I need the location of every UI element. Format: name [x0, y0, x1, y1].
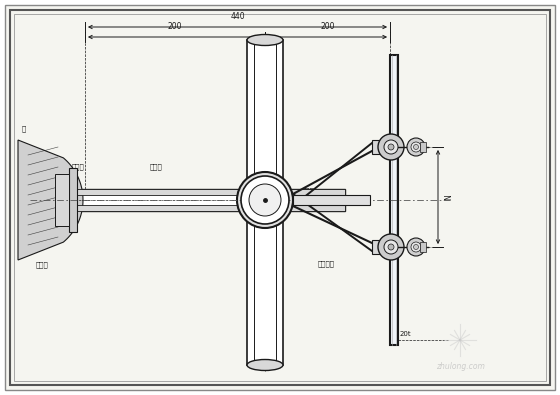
Circle shape: [241, 176, 289, 224]
Bar: [55, 174, 69, 226]
Text: 440: 440: [230, 12, 245, 21]
Bar: [420, 242, 426, 252]
Bar: [55, 205, 345, 211]
Bar: [55, 189, 345, 211]
Bar: [372, 240, 390, 254]
Text: 驳接头: 驳接头: [300, 199, 312, 206]
Text: 预埋件: 预埋件: [36, 261, 49, 268]
Circle shape: [407, 238, 425, 256]
Circle shape: [413, 245, 418, 250]
Text: 钢管柱: 钢管柱: [72, 164, 85, 170]
Bar: [69, 168, 77, 232]
Circle shape: [411, 242, 421, 252]
Text: 200: 200: [320, 22, 335, 31]
Bar: [372, 140, 390, 154]
Ellipse shape: [247, 359, 283, 371]
Polygon shape: [18, 140, 83, 260]
Text: 200: 200: [168, 22, 182, 31]
Text: zhulong.com: zhulong.com: [436, 362, 484, 371]
Bar: [247, 40, 283, 365]
Bar: [420, 142, 426, 152]
Bar: [293, 195, 370, 205]
Text: 墙: 墙: [22, 125, 26, 132]
Text: 20t: 20t: [400, 331, 412, 337]
Text: 驳接爪: 驳接爪: [302, 187, 315, 194]
Circle shape: [378, 234, 404, 260]
Circle shape: [411, 142, 421, 152]
Circle shape: [384, 240, 398, 254]
Circle shape: [378, 134, 404, 160]
Circle shape: [407, 138, 425, 156]
Circle shape: [413, 145, 418, 149]
Circle shape: [237, 172, 293, 228]
Circle shape: [388, 244, 394, 250]
Text: 钢管梁: 钢管梁: [150, 164, 163, 170]
Bar: [55, 189, 345, 195]
Circle shape: [384, 140, 398, 154]
Ellipse shape: [247, 34, 283, 45]
Bar: [390, 55, 398, 345]
Text: N: N: [444, 194, 453, 200]
Circle shape: [388, 144, 394, 150]
Circle shape: [249, 184, 281, 216]
Text: 玻璃肋板: 玻璃肋板: [318, 260, 335, 267]
